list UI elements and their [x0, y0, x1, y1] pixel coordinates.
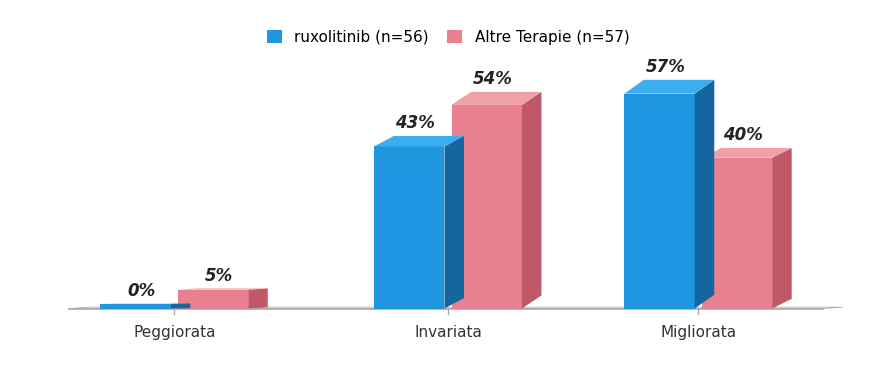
Polygon shape: [694, 80, 714, 308]
Polygon shape: [625, 80, 714, 94]
Text: 57%: 57%: [645, 58, 685, 76]
Polygon shape: [772, 148, 792, 308]
Polygon shape: [625, 94, 694, 308]
Text: 5%: 5%: [205, 267, 233, 285]
Text: Invariata: Invariata: [414, 326, 482, 340]
Text: Migliorata: Migliorata: [660, 326, 737, 340]
Polygon shape: [375, 136, 464, 147]
Polygon shape: [177, 290, 248, 308]
Polygon shape: [702, 148, 792, 158]
Text: 40%: 40%: [723, 126, 762, 144]
Polygon shape: [702, 158, 772, 308]
Text: Peggiorata: Peggiorata: [134, 326, 216, 340]
Polygon shape: [452, 92, 541, 105]
Text: 43%: 43%: [395, 114, 435, 132]
Polygon shape: [171, 304, 190, 308]
Polygon shape: [521, 92, 541, 308]
Polygon shape: [375, 147, 444, 308]
Legend: ruxolitinib (n=56), Altre Terapie (n=57): ruxolitinib (n=56), Altre Terapie (n=57): [267, 30, 629, 45]
Polygon shape: [248, 288, 268, 308]
Text: 54%: 54%: [472, 70, 513, 88]
Polygon shape: [177, 288, 268, 290]
Polygon shape: [444, 136, 464, 308]
Polygon shape: [69, 307, 843, 308]
Polygon shape: [452, 105, 521, 308]
Text: 0%: 0%: [127, 282, 156, 300]
Polygon shape: [100, 304, 171, 308]
